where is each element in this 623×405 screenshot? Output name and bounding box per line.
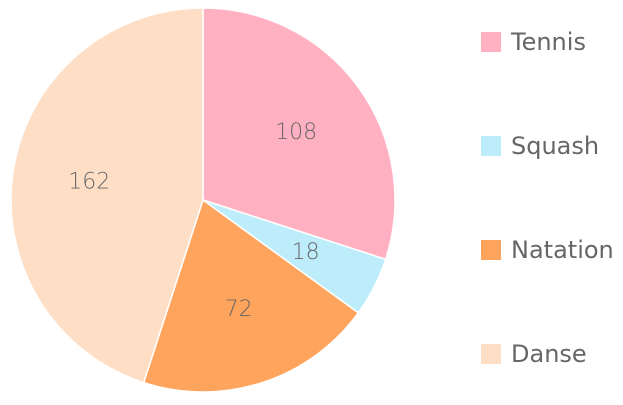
legend-label-tennis: Tennis <box>510 28 586 56</box>
legend-label-danse: Danse <box>511 340 587 368</box>
legend-label-squash: Squash <box>511 132 599 160</box>
slice-value-label-natation: 72 <box>225 297 253 322</box>
pie-slice-natation <box>142 198 360 393</box>
legend-swatch-danse <box>481 344 501 364</box>
legend: Tennis Squash Natation Danse <box>481 28 614 368</box>
pie-slice-tennis <box>202 7 396 261</box>
legend-label-natation: Natation <box>511 236 614 264</box>
slice-value-label-squash: 18 <box>292 240 320 265</box>
slice-value-label-danse: 162 <box>68 169 110 194</box>
pie-slices <box>10 7 396 393</box>
legend-item-squash[interactable]: Squash <box>481 132 599 160</box>
legend-item-natation[interactable]: Natation <box>481 236 614 264</box>
legend-swatch-tennis <box>481 32 501 52</box>
pie-slice-danse <box>10 7 204 384</box>
legend-swatch-squash <box>481 136 501 156</box>
legend-item-tennis[interactable]: Tennis <box>481 28 586 56</box>
pie-slice-labels: 108 18 72 162 <box>68 120 319 322</box>
legend-item-danse[interactable]: Danse <box>481 340 587 368</box>
slice-value-label-tennis: 108 <box>275 120 317 145</box>
legend-swatch-natation <box>481 240 501 260</box>
